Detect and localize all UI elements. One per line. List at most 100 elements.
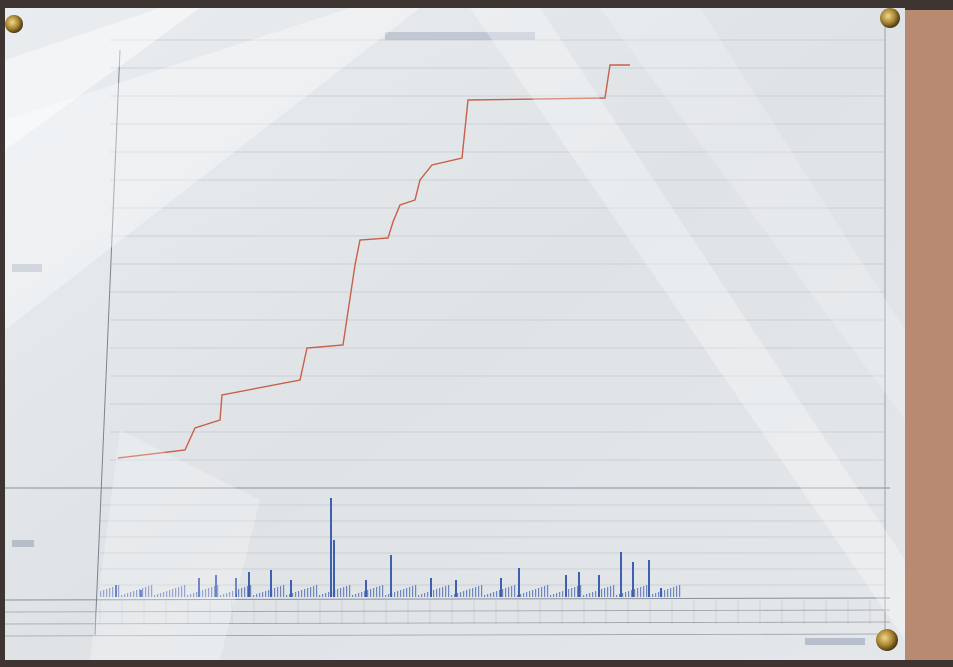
spike [248, 572, 250, 597]
spike [620, 552, 622, 597]
small-spike [346, 586, 347, 597]
spike [500, 578, 502, 597]
label-smudge [12, 540, 34, 547]
small-spike [589, 593, 590, 597]
pin [876, 629, 898, 651]
small-spike [619, 594, 620, 597]
small-spike [364, 591, 365, 597]
small-spike [406, 588, 407, 597]
small-spike [565, 590, 566, 597]
small-spike [322, 594, 323, 597]
small-spike [295, 592, 296, 597]
small-spike [349, 585, 350, 597]
small-spike [343, 587, 344, 597]
small-spike [658, 592, 659, 597]
small-spike [538, 588, 539, 597]
small-spike [391, 593, 392, 597]
small-spike [472, 588, 473, 597]
small-spike [679, 585, 680, 597]
small-spike [310, 587, 311, 597]
spike [333, 540, 335, 597]
small-spike [508, 587, 509, 597]
small-spike [490, 593, 491, 597]
small-spike [445, 586, 446, 597]
small-spike [556, 593, 557, 597]
small-spike [610, 586, 611, 597]
small-spike [511, 586, 512, 597]
small-spike [640, 587, 641, 597]
small-spike [376, 587, 377, 597]
small-spike [334, 590, 335, 597]
small-spike [418, 595, 419, 597]
small-spike [385, 595, 386, 597]
small-spike [448, 585, 449, 597]
pin [5, 15, 23, 33]
small-spike [307, 588, 308, 597]
small-spike [412, 586, 413, 597]
small-spike [481, 585, 482, 597]
small-spike [439, 588, 440, 597]
small-spike [361, 592, 362, 597]
small-spike [250, 585, 251, 597]
small-spike [415, 585, 416, 597]
small-spike [613, 585, 614, 597]
small-spike [352, 595, 353, 597]
small-spike [379, 586, 380, 597]
small-spike [316, 585, 317, 597]
small-spike [583, 595, 584, 597]
small-spike [553, 594, 554, 597]
small-spike [664, 590, 665, 597]
small-spike [484, 595, 485, 597]
small-spike [667, 589, 668, 597]
small-spike [430, 591, 431, 597]
small-spike [499, 590, 500, 597]
small-spike [328, 592, 329, 597]
small-spike [283, 585, 284, 597]
small-spike [469, 589, 470, 597]
small-spike [547, 585, 548, 597]
small-spike [475, 587, 476, 597]
small-spike [355, 594, 356, 597]
small-spike [262, 592, 263, 597]
spike [365, 580, 367, 597]
small-spike [298, 591, 299, 597]
wood-panel [900, 10, 953, 660]
small-spike [289, 594, 290, 597]
page: (() => { const ns = 'http://www.w3.org/2… [0, 0, 953, 667]
small-spike [268, 590, 269, 597]
small-spike [604, 588, 605, 597]
small-spike [478, 586, 479, 597]
small-spike [544, 586, 545, 597]
small-spike [421, 594, 422, 597]
small-spike [592, 592, 593, 597]
small-spike [367, 590, 368, 597]
small-spike [649, 595, 650, 597]
small-spike [301, 590, 302, 597]
small-spike [586, 594, 587, 597]
small-spike [487, 594, 488, 597]
small-spike [670, 588, 671, 597]
spike [455, 580, 457, 597]
spike [290, 580, 292, 597]
small-spike [460, 592, 461, 597]
small-spike [304, 589, 305, 597]
small-spike [559, 592, 560, 597]
small-spike [280, 586, 281, 597]
small-spike [643, 586, 644, 597]
small-spike [634, 589, 635, 597]
small-spike [424, 593, 425, 597]
small-spike [277, 587, 278, 597]
small-spike [373, 588, 374, 597]
small-spike [271, 589, 272, 597]
small-spike [580, 585, 581, 597]
small-spike [517, 595, 518, 597]
small-spike [568, 589, 569, 597]
small-spike [601, 589, 602, 597]
small-spike [529, 591, 530, 597]
spike [632, 562, 634, 597]
small-spike [256, 594, 257, 597]
small-spike [466, 590, 467, 597]
small-spike [628, 591, 629, 597]
small-spike [247, 586, 248, 597]
small-spike [616, 595, 617, 597]
